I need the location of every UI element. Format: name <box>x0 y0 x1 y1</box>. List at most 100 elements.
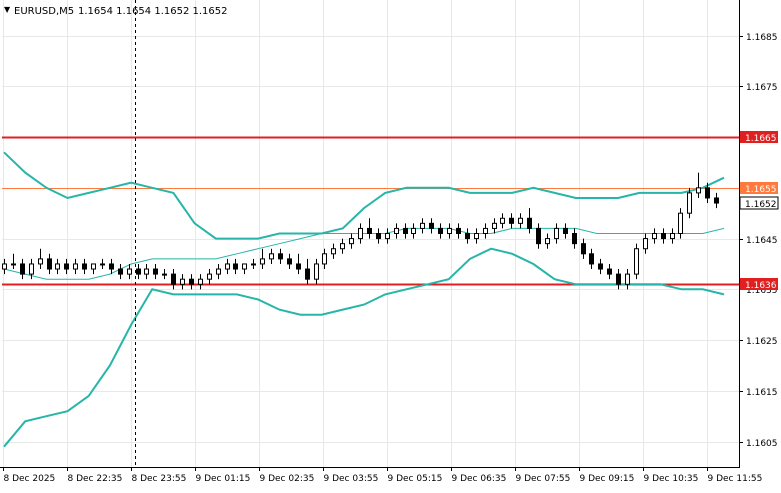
candle-body <box>118 268 123 275</box>
candle-body <box>616 273 621 285</box>
candle <box>260 248 265 270</box>
chart-menu-icon[interactable]: ▼ <box>4 5 11 14</box>
candle <box>47 253 52 275</box>
candle-body <box>403 227 408 235</box>
candle-body <box>251 263 256 266</box>
candle <box>509 213 514 229</box>
candle <box>331 243 336 259</box>
candle-body <box>162 273 167 276</box>
price-tick-label: 1.1615 <box>746 388 778 398</box>
candle-body <box>394 227 399 235</box>
time-tick-label: 9 Dec 01:15 <box>196 474 251 484</box>
candle-body <box>492 222 497 229</box>
candle <box>233 258 238 275</box>
candle <box>73 258 78 275</box>
candle <box>572 228 577 249</box>
candle <box>198 274 203 290</box>
symbol-label: EURUSD,M5 <box>14 6 74 17</box>
candle-body <box>198 278 203 285</box>
candle-body <box>73 263 78 270</box>
candle <box>500 213 505 229</box>
candle-body <box>696 187 701 194</box>
candle-body <box>207 273 212 280</box>
candle <box>278 248 283 264</box>
candle <box>696 172 701 198</box>
candle <box>536 223 541 249</box>
candle <box>483 223 488 239</box>
chart-header[interactable]: ▼ EURUSD,M5 1.1654 1.1654 1.1652 1.1652 <box>4 5 228 17</box>
candle <box>55 258 60 275</box>
candle <box>340 238 345 254</box>
time-tick-label: 9 Dec 07:55 <box>516 474 571 484</box>
candle-body <box>331 248 336 255</box>
price-axis-tag-text: 1.1652 <box>745 200 777 210</box>
candle-body <box>554 227 559 240</box>
candle <box>705 182 710 204</box>
price-axis-labels: 1.1665 1.1655 1.1652 1.1636 <box>739 131 779 291</box>
candle-body <box>64 263 69 270</box>
candle-body <box>518 217 523 224</box>
candle <box>545 233 550 249</box>
candle-body <box>340 243 345 250</box>
candle-body <box>55 263 60 270</box>
candle-body <box>91 263 96 270</box>
candle-body <box>322 253 327 265</box>
bollinger-bands <box>3 151 725 448</box>
candle <box>251 258 256 270</box>
candle-body <box>625 273 630 285</box>
candle-body <box>136 268 141 275</box>
candle <box>420 218 425 234</box>
candle <box>492 218 497 234</box>
candle-body <box>242 263 247 270</box>
candle-body <box>180 278 185 285</box>
candle <box>616 269 621 290</box>
candle <box>581 238 586 259</box>
price-tick-label: 1.1675 <box>746 83 778 93</box>
candle <box>429 218 434 234</box>
time-tick-label: 9 Dec 02:35 <box>260 474 315 484</box>
candle <box>162 269 167 280</box>
candle-body <box>465 233 470 240</box>
candle-body <box>581 243 586 255</box>
time-tick-label: 8 Dec 22:35 <box>68 474 123 484</box>
candle-body <box>474 233 479 240</box>
candle-body <box>429 222 434 229</box>
candle <box>11 253 16 270</box>
price-tick-label: 1.1605 <box>746 439 778 449</box>
candle <box>242 263 247 275</box>
candle-body <box>233 263 238 270</box>
candle-body <box>456 227 461 235</box>
candle <box>527 208 532 234</box>
candle-body <box>358 227 363 240</box>
candle-body <box>153 268 158 275</box>
time-tick-label: 9 Dec 11:55 <box>708 474 763 484</box>
candle <box>207 269 212 285</box>
candle <box>607 263 612 280</box>
candle <box>563 223 568 239</box>
candle-body <box>411 227 416 235</box>
candle-body <box>607 268 612 275</box>
candle <box>64 258 69 275</box>
candle-body <box>670 233 675 240</box>
time-tick-label: 9 Dec 03:55 <box>324 474 379 484</box>
candle <box>447 223 452 239</box>
candle-body <box>536 227 541 245</box>
candle <box>438 223 443 239</box>
candle-body <box>216 268 221 275</box>
candle-body <box>661 233 666 240</box>
candle-body <box>82 263 87 270</box>
price-axis-tag: 1.1652 <box>739 196 779 210</box>
candle-body <box>634 248 639 275</box>
candle-body <box>269 253 274 260</box>
candle-body <box>225 263 230 270</box>
candle <box>144 263 149 280</box>
candle <box>687 187 692 219</box>
candle <box>287 253 292 270</box>
candle-body <box>678 212 683 234</box>
candle <box>100 258 105 270</box>
price-axis-tag: 1.1655 <box>740 182 778 195</box>
candle-body <box>572 233 577 245</box>
